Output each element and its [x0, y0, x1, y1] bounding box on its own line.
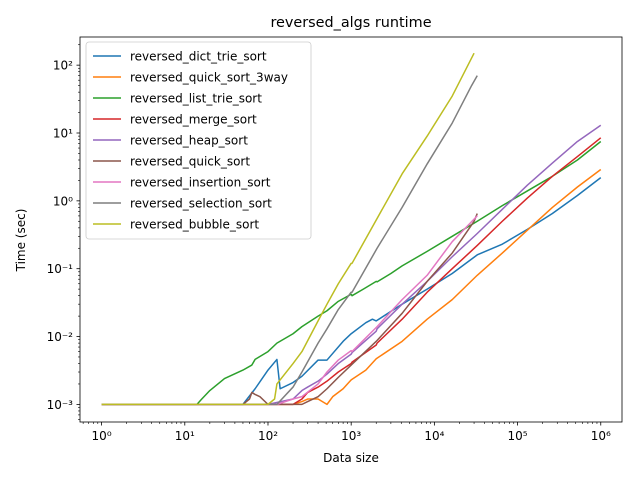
legend-label: reversed_insertion_sort	[130, 176, 271, 190]
legend-label: reversed_list_trie_sort	[130, 92, 262, 106]
x-axis: 10⁰ 10¹ 10² 10³ 10⁴ 10⁵ 10⁶	[82, 422, 611, 443]
x-tick-label: 10⁶	[591, 429, 611, 443]
legend: reversed_dict_trie_sort reversed_quick_so…	[85, 41, 312, 240]
legend-label: reversed_dict_trie_sort	[130, 50, 267, 64]
series-lines	[101, 52, 602, 406]
legend-box	[85, 41, 312, 240]
y-tick-label: 10⁻¹	[47, 262, 74, 276]
y-tick-label: 10⁰	[53, 194, 73, 208]
y-axis: 10⁻³ 10⁻² 10⁻¹ 10⁰ 10¹ 10²	[47, 44, 80, 420]
chart-title: reversed_algs runtime	[270, 15, 431, 31]
series-line-reversed-dict-trie-sort	[101, 177, 602, 406]
legend-label: reversed_quick_sort_3way	[130, 71, 288, 85]
legend-label: reversed_selection_sort	[130, 197, 272, 211]
series-line-reversed-quick-sort-3way	[101, 168, 602, 406]
x-tick-label: 10⁵	[508, 429, 528, 443]
legend-label: reversed_bubble_sort	[130, 218, 259, 232]
y-axis-title: Time (sec)	[14, 209, 28, 273]
series-line-reversed-selection-sort	[101, 75, 478, 406]
x-tick-label: 10¹	[175, 429, 195, 443]
series-line-reversed-heap-sort	[101, 124, 602, 406]
x-tick-label: 10⁰	[92, 429, 112, 443]
series-line-reversed-bubble-sort	[101, 52, 475, 406]
y-tick-label: 10⁻³	[47, 398, 74, 412]
legend-label: reversed_merge_sort	[130, 113, 257, 127]
legend-label: reversed_heap_sort	[130, 134, 248, 148]
x-tick-label: 10³	[341, 429, 361, 443]
x-axis-title: Data size	[323, 451, 379, 465]
y-tick-label: 10⁻²	[47, 330, 74, 344]
series-line-reversed-quick-sort	[101, 213, 478, 406]
legend-label: reversed_quick_sort	[130, 155, 250, 169]
x-tick-label: 10²	[258, 429, 278, 443]
y-tick-label: 10¹	[53, 127, 73, 141]
x-tick-label: 10⁴	[424, 429, 444, 443]
series-line-reversed-list-trie-sort	[101, 140, 602, 406]
y-tick-label: 10²	[53, 59, 73, 73]
